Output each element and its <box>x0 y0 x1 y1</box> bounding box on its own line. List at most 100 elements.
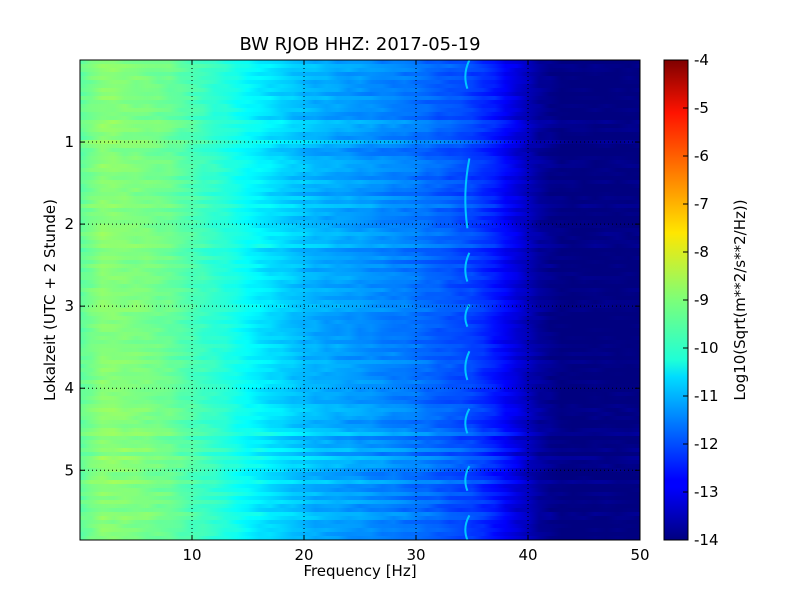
heatmap-row <box>80 68 640 73</box>
colorbar-tick-label: -7 <box>694 195 709 213</box>
heatmap-row <box>80 184 640 189</box>
heatmap-row <box>80 428 640 433</box>
y-axis-label: Lokalzeit (UTC + 2 Stunde) <box>41 199 59 401</box>
y-axis-ticks: 1 2 3 4 5 <box>64 133 640 479</box>
heatmap-row <box>80 132 640 137</box>
heatmap-row <box>80 292 640 297</box>
heatmap-row <box>80 384 640 389</box>
heatmap-row <box>80 108 640 113</box>
x-tick-label: 20 <box>294 546 313 564</box>
heatmap-row <box>80 440 640 445</box>
heatmap-row <box>80 136 640 141</box>
heatmap-row <box>80 220 640 225</box>
y-tick-label: 4 <box>64 379 74 397</box>
heatmap-row <box>80 64 640 69</box>
x-tick-label: 10 <box>182 546 201 564</box>
spectrogram-heatmap <box>80 60 640 540</box>
heatmap-row <box>80 448 640 453</box>
heatmap-row <box>80 388 640 393</box>
heatmap-row <box>80 268 640 273</box>
heatmap-row <box>80 360 640 365</box>
heatmap-row <box>80 296 640 301</box>
x-tick-label: 40 <box>518 546 537 564</box>
heatmap-row <box>80 92 640 97</box>
heatmap-row <box>80 308 640 313</box>
heatmap-row <box>80 236 640 241</box>
heatmap-row <box>80 152 640 157</box>
heatmap-row <box>80 480 640 485</box>
heatmap-row <box>80 416 640 421</box>
heatmap-row <box>80 476 640 481</box>
heatmap-row <box>80 424 640 429</box>
heatmap-row <box>80 104 640 109</box>
heatmap-row <box>80 244 640 249</box>
heatmap-row <box>80 492 640 497</box>
heatmap-rows <box>80 60 640 540</box>
heatmap-row <box>80 488 640 493</box>
heatmap-row <box>80 256 640 261</box>
heatmap-row <box>80 320 640 325</box>
heatmap-row <box>80 180 640 185</box>
y-tick-label: 1 <box>64 133 74 151</box>
heatmap-row <box>80 312 640 317</box>
colorbar-tick-label: -12 <box>694 435 719 453</box>
heatmap-row <box>80 348 640 353</box>
heatmap-row <box>80 516 640 521</box>
heatmap-row <box>80 300 640 305</box>
heatmap-row <box>80 208 640 213</box>
colorbar-tick-label: -4 <box>694 51 709 69</box>
heatmap-row <box>80 496 640 501</box>
grid-lines <box>80 60 640 540</box>
heatmap-row <box>80 324 640 329</box>
heatmap-row <box>80 444 640 449</box>
heatmap-row <box>80 332 640 337</box>
heatmap-row <box>80 76 640 81</box>
heatmap-row <box>80 368 640 373</box>
heatmap-row <box>80 272 640 277</box>
heatmap-row <box>80 436 640 441</box>
heatmap-row <box>80 88 640 93</box>
heatmap-row <box>80 340 640 345</box>
chart-title: BW RJOB HHZ: 2017-05-19 <box>239 34 480 55</box>
heatmap-row <box>80 372 640 377</box>
heatmap-row <box>80 396 640 401</box>
heatmap-row <box>80 60 640 65</box>
heatmap-row <box>80 176 640 181</box>
heatmap-row <box>80 316 640 321</box>
heatmap-row <box>80 168 640 173</box>
tonal-line-segment <box>464 350 471 381</box>
tonal-line-segment <box>464 408 471 434</box>
colorbar-tick-label: -13 <box>694 483 719 501</box>
heatmap-row <box>80 500 640 505</box>
heatmap-row <box>80 528 640 533</box>
heatmap-row <box>80 252 640 257</box>
colorbar-tick-label: -5 <box>694 99 709 117</box>
heatmap-row <box>80 240 640 245</box>
colorbar-tick-label: -11 <box>694 387 719 405</box>
heatmap-row <box>80 460 640 465</box>
heatmap-row <box>80 224 640 229</box>
heatmap-row <box>80 172 640 177</box>
heatmap-row <box>80 148 640 153</box>
heatmap-row <box>80 204 640 209</box>
heatmap-row <box>80 96 640 101</box>
heatmap-row <box>80 432 640 437</box>
tonal-line-segment <box>464 514 471 540</box>
heatmap-row <box>80 160 640 165</box>
heatmap-row <box>80 520 640 525</box>
heatmap-row <box>80 376 640 381</box>
heatmap-row <box>80 284 640 289</box>
heatmap-row <box>80 196 640 201</box>
y-tick-label: 2 <box>64 215 74 233</box>
y-tick-label: 3 <box>64 297 74 315</box>
heatmap-row <box>80 84 640 89</box>
colorbar-tick-label: -6 <box>694 147 709 165</box>
heatmap-row <box>80 228 640 233</box>
heatmap-row <box>80 420 640 425</box>
heatmap-row <box>80 524 640 529</box>
heatmap-row <box>80 344 640 349</box>
colorbar-tick-label: -10 <box>694 339 719 357</box>
heatmap-row <box>80 532 640 537</box>
heatmap-row <box>80 504 640 509</box>
